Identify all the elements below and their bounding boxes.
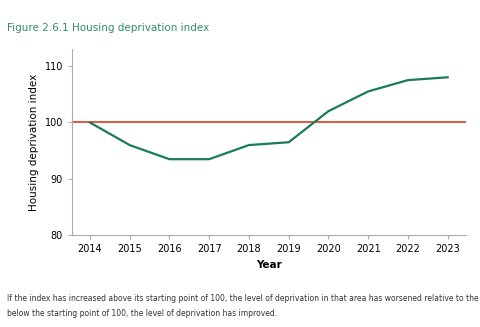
Text: Figure 2.6.1 Housing deprivation index: Figure 2.6.1 Housing deprivation index — [7, 23, 209, 33]
Text: below the starting point of 100, the level of deprivation has improved.: below the starting point of 100, the lev… — [7, 309, 277, 318]
Text: If the index has increased above its starting point of 100, the level of depriva: If the index has increased above its sta… — [7, 294, 480, 303]
X-axis label: Year: Year — [256, 260, 282, 270]
Y-axis label: Housing deprivation index: Housing deprivation index — [29, 74, 39, 211]
